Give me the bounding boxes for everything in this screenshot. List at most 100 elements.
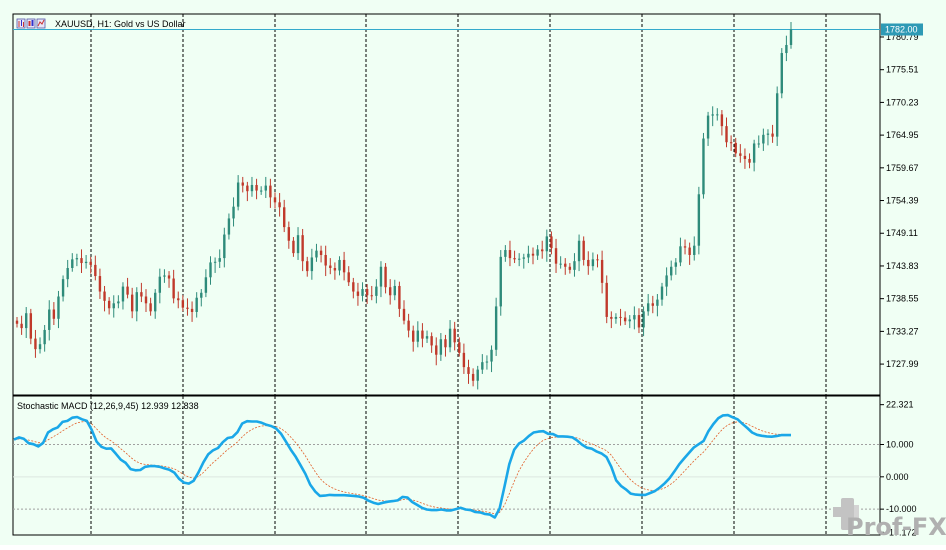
bars-icon[interactable]	[16, 18, 26, 29]
candle[interactable]	[513, 250, 516, 264]
candle[interactable]	[255, 178, 258, 200]
candle[interactable]	[319, 245, 323, 263]
candle[interactable]	[697, 186, 701, 255]
stochastic-signal-line[interactable]	[13, 421, 792, 515]
candle[interactable]	[665, 267, 668, 296]
candle[interactable]	[458, 337, 461, 357]
candle[interactable]	[435, 337, 438, 366]
candle[interactable]	[752, 139, 756, 172]
candle[interactable]	[596, 254, 599, 268]
candle[interactable]	[61, 275, 65, 302]
candle[interactable]	[167, 271, 171, 288]
candle[interactable]	[269, 178, 272, 208]
candle[interactable]	[80, 249, 83, 273]
candle[interactable]	[190, 301, 194, 322]
candle[interactable]	[568, 263, 572, 274]
candle[interactable]	[660, 282, 664, 306]
candle[interactable]	[522, 253, 525, 269]
candle[interactable]	[679, 237, 682, 267]
candle[interactable]	[375, 279, 378, 304]
candle[interactable]	[674, 258, 678, 275]
candle[interactable]	[683, 239, 687, 255]
candle[interactable]	[333, 262, 337, 280]
candle[interactable]	[651, 295, 654, 314]
candle[interactable]	[126, 277, 129, 299]
candle[interactable]	[550, 231, 553, 255]
candle[interactable]	[637, 308, 641, 334]
candle[interactable]	[600, 250, 604, 294]
candle[interactable]	[517, 253, 521, 267]
candle[interactable]	[144, 289, 148, 312]
candle[interactable]	[582, 236, 585, 266]
candle[interactable]	[223, 227, 226, 268]
candle[interactable]	[117, 295, 120, 309]
candle[interactable]	[398, 281, 401, 317]
candle[interactable]	[38, 337, 42, 354]
candle[interactable]	[370, 285, 373, 301]
candle[interactable]	[545, 229, 549, 262]
candle[interactable]	[130, 287, 134, 319]
candle[interactable]	[15, 316, 19, 328]
candle[interactable]	[163, 269, 166, 283]
candle[interactable]	[84, 254, 88, 269]
candle[interactable]	[227, 213, 231, 240]
candle[interactable]	[499, 250, 502, 316]
candle[interactable]	[402, 300, 406, 325]
candle[interactable]	[342, 251, 346, 281]
candle[interactable]	[324, 245, 327, 277]
candle[interactable]	[34, 329, 37, 358]
candle[interactable]	[273, 192, 277, 209]
candle[interactable]	[739, 144, 742, 163]
candle[interactable]	[107, 297, 111, 315]
candle[interactable]	[536, 245, 539, 260]
candle[interactable]	[89, 256, 92, 274]
candle[interactable]	[75, 253, 79, 267]
candle[interactable]	[448, 320, 452, 353]
candle[interactable]	[444, 334, 447, 357]
candle[interactable]	[329, 258, 332, 275]
candle[interactable]	[306, 256, 309, 277]
candle[interactable]	[471, 368, 475, 387]
candle[interactable]	[352, 277, 355, 299]
candle[interactable]	[259, 186, 263, 195]
candle[interactable]	[218, 249, 221, 268]
candle[interactable]	[531, 247, 535, 265]
candle[interactable]	[315, 243, 318, 262]
candle[interactable]	[98, 268, 102, 299]
candle[interactable]	[200, 289, 203, 307]
candle[interactable]	[236, 175, 240, 211]
candle[interactable]	[430, 332, 433, 353]
candle[interactable]	[209, 256, 212, 285]
candle[interactable]	[476, 365, 479, 390]
candle[interactable]	[702, 132, 705, 199]
candle[interactable]	[485, 355, 489, 370]
candle[interactable]	[706, 111, 710, 146]
candles-icon[interactable]	[26, 18, 36, 29]
candle[interactable]	[112, 295, 115, 318]
candle[interactable]	[527, 245, 530, 264]
candle[interactable]	[48, 300, 51, 341]
candle[interactable]	[177, 291, 180, 309]
candle[interactable]	[43, 324, 46, 352]
candle[interactable]	[121, 282, 125, 310]
candle[interactable]	[587, 251, 590, 275]
candle[interactable]	[775, 86, 779, 146]
candle[interactable]	[605, 275, 608, 324]
candle[interactable]	[296, 227, 300, 260]
candle[interactable]	[264, 176, 267, 198]
candle[interactable]	[734, 137, 737, 158]
candle[interactable]	[388, 279, 392, 305]
candle[interactable]	[204, 269, 208, 298]
candle[interactable]	[310, 248, 314, 280]
candle[interactable]	[688, 242, 691, 265]
candle[interactable]	[278, 193, 281, 217]
candle[interactable]	[52, 302, 56, 325]
candle[interactable]	[232, 197, 235, 227]
candle[interactable]	[338, 256, 341, 276]
candle[interactable]	[623, 311, 627, 325]
candle[interactable]	[94, 255, 97, 281]
candle[interactable]	[591, 252, 595, 271]
candle[interactable]	[693, 236, 696, 261]
candle[interactable]	[195, 292, 198, 318]
